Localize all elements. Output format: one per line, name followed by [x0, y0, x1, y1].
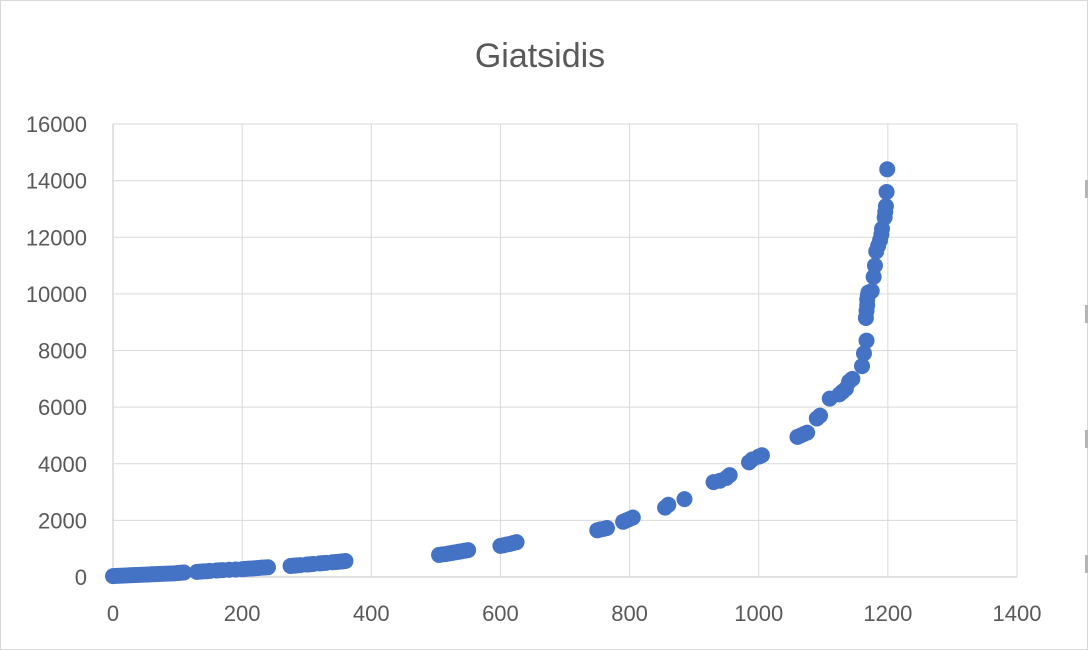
edge-mark	[1085, 430, 1088, 448]
data-point	[176, 564, 193, 581]
x-tick-label: 800	[611, 601, 648, 626]
y-tick-label: 16000	[26, 112, 87, 137]
x-tick-label: 1200	[863, 601, 912, 626]
x-tick-label: 1400	[993, 601, 1042, 626]
data-point	[854, 358, 871, 375]
data-point	[863, 283, 880, 300]
edge-mark	[1085, 555, 1088, 573]
y-tick-label: 0	[75, 565, 87, 590]
tick-labels: 0 2000 4000 6000 8000 10000 12000 14000 16000 0 20…	[26, 112, 1042, 626]
y-tick-label: 8000	[38, 339, 87, 364]
data-point	[598, 520, 615, 537]
data-point	[337, 553, 354, 570]
data-point	[877, 198, 894, 215]
x-tick-label: 1000	[734, 601, 783, 626]
data-point	[878, 183, 895, 200]
edge-mark	[1085, 180, 1088, 198]
data-point	[858, 332, 875, 349]
x-tick-label: 400	[353, 601, 390, 626]
data-point	[855, 345, 872, 362]
data-point	[866, 257, 883, 274]
y-tick-label: 4000	[38, 452, 87, 477]
y-tick-label: 14000	[26, 169, 87, 194]
x-tick-label: 600	[482, 601, 519, 626]
data-point	[721, 467, 738, 484]
edge-mark	[1085, 305, 1088, 323]
data-point	[879, 161, 896, 178]
y-tick-label: 6000	[38, 395, 87, 420]
data-point	[624, 509, 641, 526]
x-tick-label: 200	[224, 601, 261, 626]
axes	[112, 124, 1017, 578]
y-tick-label: 2000	[38, 508, 87, 533]
data-point	[460, 542, 477, 559]
data-point	[753, 447, 770, 464]
data-points	[105, 161, 896, 585]
x-tick-label: 0	[107, 601, 119, 626]
data-point	[660, 496, 677, 513]
y-tick-label: 12000	[26, 225, 87, 250]
data-point	[508, 534, 525, 551]
data-point	[812, 407, 829, 424]
chart-title: Giatsidis	[474, 37, 606, 75]
data-point	[259, 559, 276, 576]
data-point	[844, 370, 861, 387]
y-tick-label: 10000	[26, 282, 87, 307]
data-point	[799, 424, 816, 441]
data-point	[676, 491, 693, 508]
